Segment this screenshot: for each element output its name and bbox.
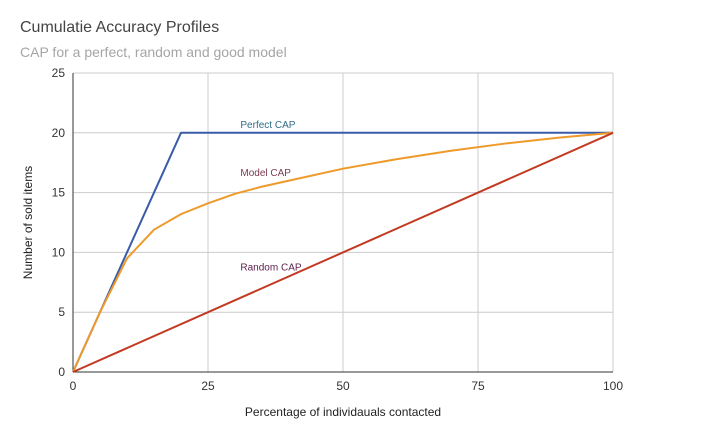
annotation-model-cap: Model CAP bbox=[240, 168, 291, 179]
y-tick-label: 0 bbox=[58, 365, 65, 379]
y-tick-label: 10 bbox=[52, 245, 66, 259]
y-tick-label: 5 bbox=[58, 305, 65, 319]
annotation-perfect-cap: Perfect CAP bbox=[240, 120, 295, 131]
series-line-random-cap bbox=[72, 131, 614, 373]
x-tick-label: 25 bbox=[201, 379, 215, 393]
x-tick-label: 100 bbox=[603, 379, 623, 393]
x-tick-label: 75 bbox=[471, 379, 485, 393]
chart-title: Cumulatie Accuracy Profiles bbox=[20, 19, 220, 36]
y-tick-label: 25 bbox=[52, 66, 66, 80]
x-tick-label: 0 bbox=[70, 379, 77, 393]
series-line-model-cap bbox=[72, 131, 614, 373]
chart-subtitle: CAP for a perfect, random and good model bbox=[20, 44, 287, 60]
y-axis-label: Number of sold items bbox=[21, 166, 35, 279]
annotation-random-cap: Random CAP bbox=[240, 262, 301, 273]
x-axis-label: Percentage of individauals contacted bbox=[245, 405, 441, 419]
y-tick-label: 15 bbox=[52, 186, 66, 200]
x-tick-label: 50 bbox=[336, 379, 350, 393]
y-tick-label: 20 bbox=[52, 126, 66, 140]
